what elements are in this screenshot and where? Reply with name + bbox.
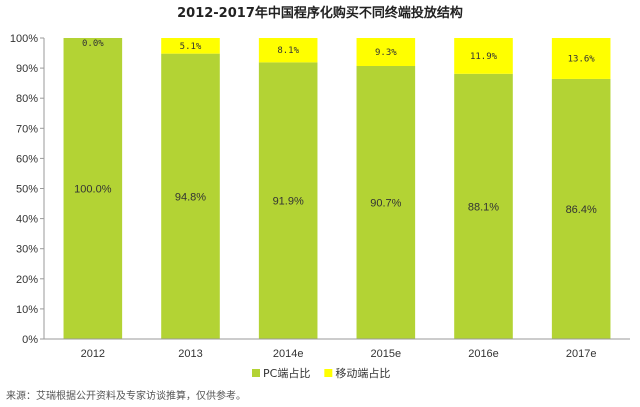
legend-label: 移动端占比 bbox=[335, 366, 390, 380]
legend: PC端占比 移动端占比 bbox=[252, 366, 390, 380]
y-tick-label: 100% bbox=[10, 33, 38, 45]
x-tick-label: 2015e bbox=[371, 348, 402, 360]
data-label-pc: 90.7% bbox=[370, 197, 401, 209]
data-label-mobile: 13.6% bbox=[568, 54, 596, 64]
data-label-mobile: 5.1% bbox=[180, 42, 202, 52]
source-note: 来源：艾瑞根据公开资料及专家访谈推算，仅供参考。 bbox=[6, 389, 246, 402]
y-tick-label: 80% bbox=[16, 93, 38, 105]
bar-pc-2012 bbox=[63, 38, 123, 339]
y-tick-label: 50% bbox=[16, 184, 38, 196]
y-tick-label: 20% bbox=[16, 274, 38, 286]
data-label-pc: 100.0% bbox=[74, 184, 112, 196]
bar-mobile-2015e bbox=[356, 38, 416, 66]
x-tick-label: 2017e bbox=[566, 348, 597, 360]
data-label-mobile: 9.3% bbox=[375, 48, 397, 58]
bar-pc-2017e bbox=[551, 78, 611, 339]
y-tick-label: 40% bbox=[16, 214, 38, 226]
x-axis: 2012 2013 2014e 2015e 2016e 2017e bbox=[44, 338, 630, 360]
data-label-mobile: 11.9% bbox=[470, 52, 498, 62]
legend-label: PC端占比 bbox=[263, 366, 310, 380]
bar-mobile-2013 bbox=[161, 38, 220, 54]
data-label-mobile: 0.0% bbox=[82, 39, 104, 49]
bars: 100.0% 0.0% 94.8% 5.1% 91.9% 8.1% 90.7% 9.3% 88.… bbox=[63, 38, 611, 340]
y-tick-label: 30% bbox=[16, 244, 38, 256]
legend-swatch bbox=[324, 369, 333, 377]
x-tick-label: 2013 bbox=[178, 348, 202, 360]
x-tick-label: 2012 bbox=[81, 348, 105, 360]
bar-pc-2014e bbox=[258, 62, 318, 339]
bar-mobile-2017e bbox=[551, 38, 611, 79]
data-label-pc: 94.8% bbox=[175, 191, 206, 203]
bar-pc-2013 bbox=[161, 53, 220, 339]
bar-mobile-2014e bbox=[258, 38, 318, 63]
data-label-pc: 86.4% bbox=[566, 204, 597, 216]
chart-title: 2012-2017年中国程序化购买不同终端投放结构 bbox=[177, 5, 463, 21]
data-label-pc: 91.9% bbox=[273, 196, 304, 208]
y-tick-label: 90% bbox=[16, 63, 38, 75]
y-tick-label: 70% bbox=[16, 123, 38, 135]
y-tick-label: 0% bbox=[22, 334, 38, 346]
data-label-mobile: 8.1% bbox=[277, 46, 299, 56]
bar-mobile-2016e bbox=[454, 38, 513, 74]
bar-pc-2015e bbox=[356, 65, 416, 340]
bar-pc-2016e bbox=[454, 73, 513, 339]
y-axis: 0% 10% 20% 30% 40% 50% 60% 70% 80% 90% 100% bbox=[10, 33, 45, 346]
y-tick-label: 10% bbox=[16, 304, 38, 316]
x-tick-label: 2016e bbox=[468, 348, 499, 360]
y-tick-label: 60% bbox=[16, 153, 38, 165]
x-tick-label: 2014e bbox=[273, 348, 304, 360]
legend-swatch bbox=[252, 369, 260, 377]
data-label-pc: 88.1% bbox=[468, 201, 499, 213]
